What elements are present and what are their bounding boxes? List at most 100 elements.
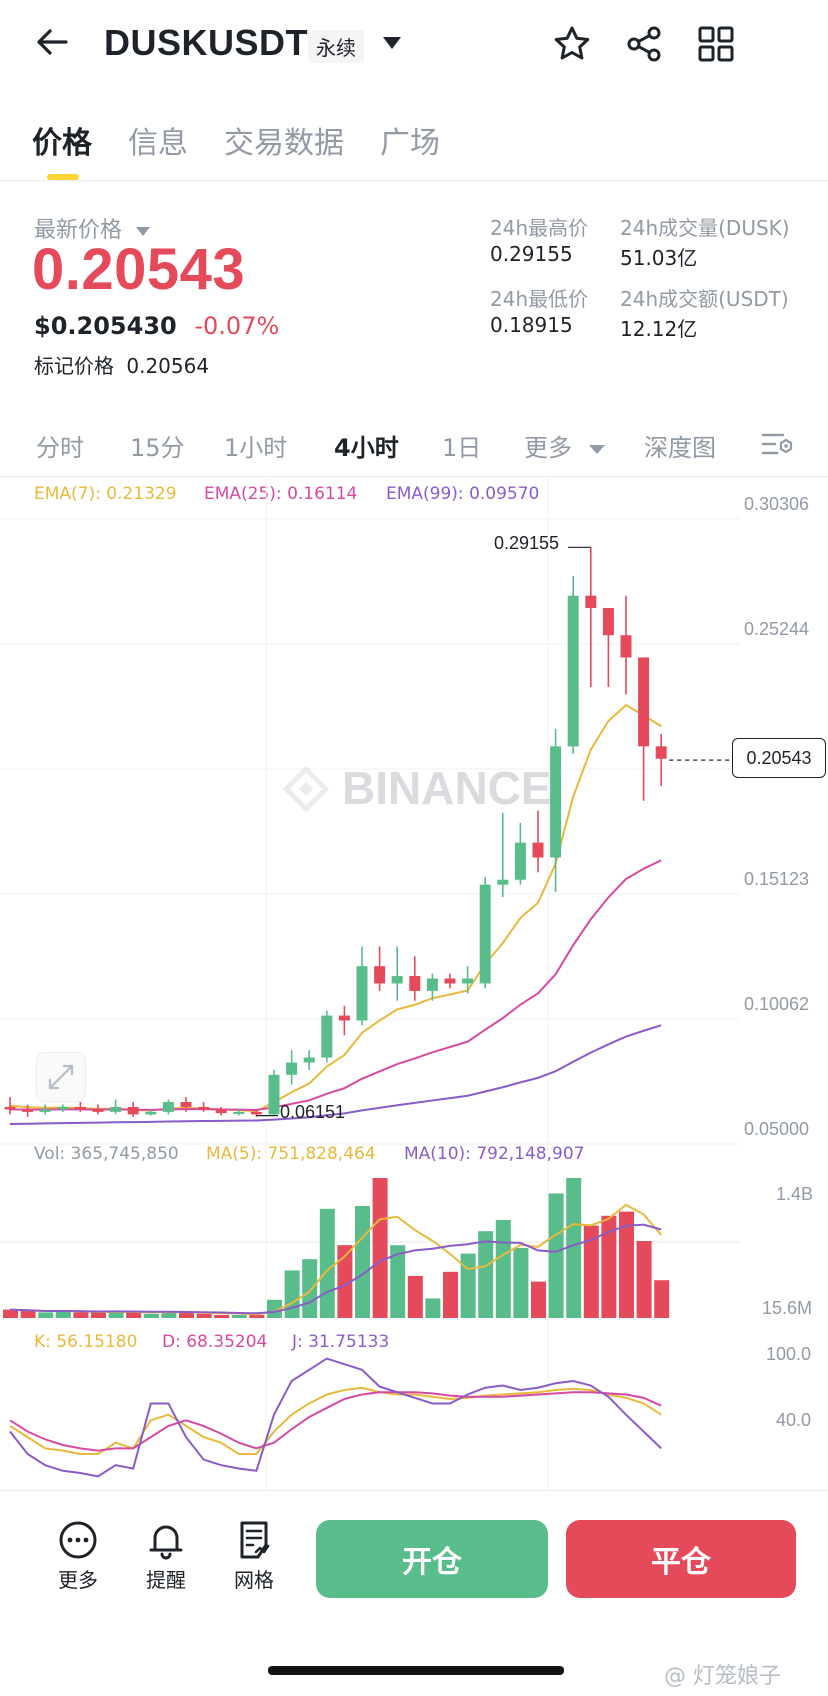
volume-bar (302, 1259, 318, 1318)
candle-body (198, 1106, 210, 1110)
caret-down-icon (588, 445, 605, 454)
back-button[interactable] (28, 18, 76, 66)
volume-bar (636, 1241, 652, 1318)
y-axis-label: 0.25244 (744, 619, 810, 639)
kdj-lines (9, 1357, 662, 1478)
candle-body (550, 746, 562, 858)
mark-price-row: 标记价格 0.20564 (34, 350, 209, 379)
volume-bar (495, 1220, 511, 1318)
volume-bar (179, 1312, 194, 1318)
bell-icon (149, 1525, 183, 1560)
candle-body (215, 1109, 227, 1114)
y-axis-label: 0.10062 (744, 994, 810, 1014)
tab-divider (0, 180, 828, 181)
candle-body (585, 595, 597, 609)
tab-price[interactable]: 价格 (32, 126, 92, 161)
volume-bar (460, 1253, 476, 1318)
candlestick-chart[interactable]: BINANCE (0, 476, 828, 1490)
tab-square[interactable]: 广场 (380, 126, 440, 161)
ema99-line (9, 1024, 662, 1125)
volume-bar (355, 1206, 370, 1318)
fullscreen-button[interactable] (36, 1052, 86, 1102)
vol-ma10-line (9, 1223, 662, 1315)
contract-type-badge: 永续 (308, 30, 364, 63)
ema7-line (9, 703, 662, 1113)
volume-legend: Vol: 365,745,850 (34, 1144, 179, 1164)
candle-body (620, 635, 632, 658)
grid-trade-button[interactable]: 网格 (226, 1520, 282, 1593)
volume-bar (583, 1225, 599, 1318)
mark-price: 0.20564 (126, 354, 210, 378)
tab-trade-data[interactable]: 交易数据 (224, 126, 344, 161)
volume-usdt-label: 24h成交额(USDT) (620, 287, 789, 311)
volume-bar (126, 1312, 142, 1318)
tab-info[interactable]: 信息 (128, 126, 188, 161)
bottom-divider (0, 1490, 828, 1491)
candle-body (444, 978, 456, 984)
home-indicator (268, 1666, 564, 1675)
kdj-d-legend: D: 68.35204 (162, 1332, 268, 1352)
close-position-button[interactable]: 平仓 (566, 1520, 796, 1598)
kdj-axis-label: 40.0 (776, 1410, 812, 1430)
mark-price-label: 标记价格 (34, 354, 114, 378)
volume-bar (619, 1211, 634, 1318)
candle-body (303, 1057, 315, 1063)
candle-body (462, 978, 474, 984)
chart-settings-button[interactable] (760, 426, 796, 462)
alert-button[interactable]: 提醒 (138, 1520, 194, 1593)
candle-body (426, 978, 438, 991)
candle-body (602, 608, 614, 636)
grid-menu-button[interactable] (694, 22, 738, 66)
depth-chart-tab[interactable]: 深度图 (644, 434, 716, 462)
candle-body (356, 966, 368, 1021)
interval-4h[interactable]: 4小时 (334, 434, 399, 462)
kdj-k-legend: K: 56.15180 (34, 1332, 138, 1352)
grid-icon (698, 26, 734, 62)
interval-1d[interactable]: 1日 (442, 434, 482, 462)
grid-trade-label: 网格 (234, 1568, 274, 1592)
interval-15m[interactable]: 15分 (130, 434, 185, 462)
candle-body (127, 1106, 139, 1115)
interval-more[interactable]: 更多 (524, 428, 606, 463)
last-price-label[interactable]: 最新价格 (34, 212, 151, 244)
volume-bar (267, 1299, 282, 1318)
interval-1h[interactable]: 1小时 (224, 434, 288, 462)
volume-bar (161, 1311, 177, 1318)
interval-line[interactable]: 分时 (36, 434, 84, 462)
kdj-d-line (9, 1391, 662, 1452)
author-watermark: @ 灯笼娘子 (664, 1664, 781, 1689)
star-icon (554, 26, 590, 60)
symbol-title[interactable]: DUSKUSDT (104, 22, 309, 63)
candle-body (655, 746, 667, 759)
volume-bar (231, 1315, 247, 1318)
candle-body (321, 1015, 333, 1058)
last-price: 0.20543 (32, 237, 246, 302)
usd-price: $0.205430 (34, 312, 177, 340)
favorite-button[interactable] (550, 22, 594, 66)
tab-bar: 价格 信息 交易数据 广场 (0, 100, 828, 180)
high-marker-label: 0.29155 (494, 533, 560, 553)
candle-body (145, 1111, 157, 1115)
share-button[interactable] (622, 22, 666, 66)
volume-bar (319, 1208, 335, 1318)
ma10-legend: MA(10): 792,148,907 (404, 1144, 585, 1164)
volume-bar (601, 1215, 617, 1318)
ema99-legend: EMA(99): 0.09570 (386, 484, 540, 504)
candle-body (514, 842, 526, 880)
grid-list-icon (240, 1521, 270, 1559)
open-position-button[interactable]: 开仓 (316, 1520, 548, 1598)
usd-price-row: $0.205430 -0.07% (34, 312, 279, 340)
candle-body (638, 657, 650, 747)
more-icon (59, 1521, 97, 1559)
volume-dusk-label: 24h成交量(DUSK) (620, 216, 790, 240)
arrow-left-icon (37, 29, 68, 55)
volume-bar (372, 1178, 388, 1318)
candle-body (567, 595, 579, 747)
kdj-axis-label: 100.0 (766, 1344, 812, 1364)
current-price-tag[interactable]: 0.20543 (732, 738, 826, 778)
symbol-dropdown[interactable] (376, 30, 408, 56)
candle-body (180, 1102, 192, 1107)
caret-down-icon (383, 37, 401, 49)
volume-bar (478, 1231, 494, 1318)
more-button[interactable]: 更多 (50, 1520, 106, 1593)
